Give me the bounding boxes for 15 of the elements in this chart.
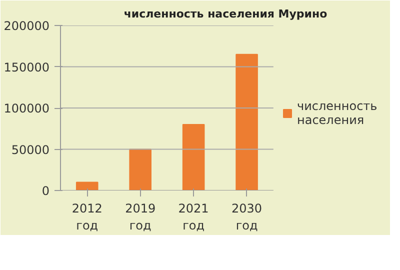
y-tick-label: 200000 — [4, 19, 50, 33]
y-tick-label: 0 — [42, 184, 50, 198]
bar — [76, 182, 98, 190]
y-tick-label: 150000 — [4, 60, 50, 74]
bar — [182, 124, 205, 190]
y-tick-label: 100000 — [4, 102, 50, 116]
y-tick-label: 50000 — [11, 142, 50, 157]
x-tick-label: 2019 год — [125, 202, 156, 232]
bar — [236, 54, 258, 190]
x-tick-label: 2021 год — [178, 202, 209, 232]
bar — [129, 148, 152, 190]
chart-title: численность населения Мурино — [124, 8, 328, 20]
x-tick-label: 2012 год — [72, 202, 102, 232]
legend-label: численность населения — [297, 98, 378, 128]
x-tick-label: 2030 год — [232, 202, 262, 232]
